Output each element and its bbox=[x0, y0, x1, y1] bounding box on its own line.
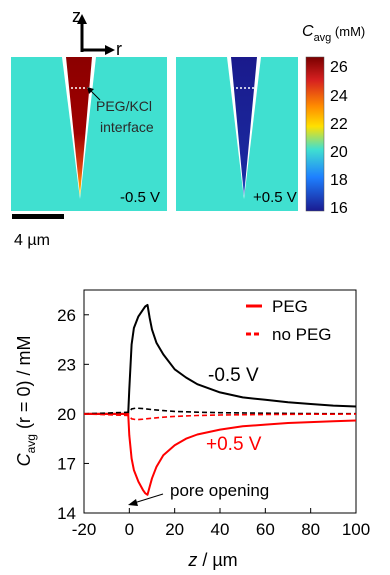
series-lines bbox=[83, 303, 357, 496]
annotation-arrow-icon bbox=[87, 87, 101, 101]
x-tick-label: 20 bbox=[165, 520, 184, 539]
plot-frame bbox=[83, 289, 357, 514]
series-line bbox=[84, 412, 357, 496]
legend-label: PEG bbox=[272, 297, 308, 316]
annotation-line-2: interface bbox=[100, 119, 154, 135]
panel-left-label: -0.5 V bbox=[120, 189, 160, 206]
x-tick-label: 60 bbox=[256, 520, 275, 539]
series-line bbox=[83, 407, 357, 415]
y-tick-label: 17 bbox=[57, 454, 76, 473]
curve-label-pos: +0.5 V bbox=[206, 434, 262, 455]
colorbar-title: Cavg (mM) bbox=[302, 23, 365, 44]
y-tick-label: 23 bbox=[57, 355, 76, 374]
colorbar-tick: 16 bbox=[330, 200, 348, 217]
pore-left bbox=[66, 57, 92, 196]
series-line bbox=[84, 303, 357, 415]
panel-right-label: +0.5 V bbox=[253, 189, 297, 206]
series-line bbox=[83, 413, 357, 421]
y-tick-label: 26 bbox=[57, 306, 76, 325]
scale-bar bbox=[12, 214, 64, 219]
panel-left bbox=[11, 57, 167, 211]
colorbar-tick: 24 bbox=[330, 88, 348, 105]
colorbar-tick: 18 bbox=[330, 172, 348, 189]
x-tick-label: 40 bbox=[211, 520, 230, 539]
scale-label: 4 µm bbox=[14, 232, 50, 249]
x-tick-label: 100 bbox=[342, 520, 370, 539]
annotation-line-1: PEG/KCl bbox=[96, 98, 152, 114]
y-tick-label: 20 bbox=[57, 405, 76, 424]
colorbar-tick: 20 bbox=[330, 144, 348, 161]
panel-right bbox=[176, 57, 298, 211]
colorbar-tick: 22 bbox=[330, 116, 348, 133]
colorbar bbox=[305, 56, 325, 212]
y-tick-label: 14 bbox=[57, 504, 76, 523]
legend-label: no PEG bbox=[272, 325, 332, 344]
pore-right bbox=[231, 57, 257, 196]
x-axis-label: z / µm bbox=[187, 550, 237, 570]
x-tick-label: -20 bbox=[72, 520, 97, 539]
line-chart: -20 0 20 40 60 80 100 14 17 20 23 26 bbox=[57, 289, 370, 539]
x-ticks: -20 0 20 40 60 80 100 bbox=[72, 508, 370, 539]
y-axis-label: Cavg (r = 0) / mM bbox=[14, 336, 38, 467]
y-ticks: 14 17 20 23 26 bbox=[57, 306, 89, 523]
pore-opening-annotation: pore opening bbox=[170, 481, 269, 500]
r-axis-label: r bbox=[116, 39, 122, 59]
z-axis-label: z bbox=[72, 6, 81, 26]
x-tick-label: 80 bbox=[301, 520, 320, 539]
colorbar-tick: 26 bbox=[330, 59, 348, 76]
x-tick-label: 0 bbox=[125, 520, 134, 539]
pore-opening-arrow-icon bbox=[128, 493, 164, 506]
curve-label-neg: -0.5 V bbox=[208, 365, 259, 386]
zr-axes-icon bbox=[77, 14, 115, 55]
